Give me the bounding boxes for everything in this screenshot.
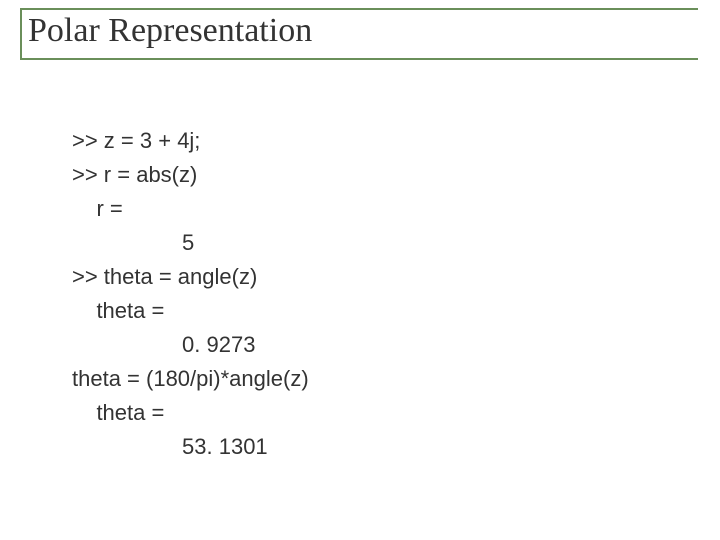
code-line: theta = (180/pi)*angle(z) — [72, 362, 680, 396]
code-line: r = — [72, 192, 680, 226]
code-line: >> z = 3 + 4j; — [72, 124, 680, 158]
code-line: >> theta = angle(z) — [72, 260, 680, 294]
slide-title: Polar Representation — [28, 12, 698, 50]
code-block: >> z = 3 + 4j;>> r = abs(z) r = 5>> thet… — [72, 124, 680, 464]
code-line: theta = — [72, 396, 680, 430]
slide: Polar Representation >> z = 3 + 4j;>> r … — [0, 0, 720, 540]
code-line: >> r = abs(z) — [72, 158, 680, 192]
code-line: 0. 9273 — [72, 328, 680, 362]
title-box: Polar Representation — [20, 8, 698, 60]
code-line: theta = — [72, 294, 680, 328]
code-line: 5 — [72, 226, 680, 260]
code-line: 53. 1301 — [72, 430, 680, 464]
